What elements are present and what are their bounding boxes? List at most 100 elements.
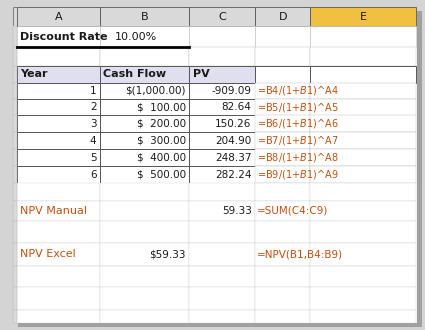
Bar xyxy=(310,132,416,149)
Bar xyxy=(17,310,100,323)
Bar xyxy=(310,82,416,99)
Text: $  100.00: $ 100.00 xyxy=(136,102,186,112)
Bar xyxy=(100,115,189,132)
Bar xyxy=(255,166,310,183)
Bar xyxy=(13,183,17,201)
Text: $  200.00: $ 200.00 xyxy=(136,119,186,129)
Bar xyxy=(17,115,100,132)
Bar xyxy=(17,132,100,149)
Bar xyxy=(255,243,310,266)
Bar xyxy=(13,221,17,243)
Bar xyxy=(255,115,310,132)
Text: Discount Rate: Discount Rate xyxy=(20,32,108,42)
Text: Cash Flow: Cash Flow xyxy=(103,69,167,79)
Bar xyxy=(310,221,416,243)
Bar xyxy=(100,266,189,287)
Bar xyxy=(189,310,255,323)
Bar xyxy=(255,26,310,47)
Text: PV: PV xyxy=(193,69,209,79)
Bar xyxy=(13,82,17,99)
Text: =NPV(B1,B4:B9): =NPV(B1,B4:B9) xyxy=(257,249,343,259)
Bar xyxy=(189,7,255,26)
Bar xyxy=(100,166,189,183)
Text: $  300.00: $ 300.00 xyxy=(136,136,186,146)
Text: =B7/(1+$B$1)^A7: =B7/(1+$B$1)^A7 xyxy=(257,134,339,147)
Bar xyxy=(310,99,416,116)
Bar xyxy=(13,115,17,132)
Bar xyxy=(189,132,255,149)
Bar xyxy=(13,243,17,266)
Bar xyxy=(189,183,255,201)
Bar xyxy=(255,7,310,26)
Bar xyxy=(100,132,189,149)
Bar xyxy=(310,183,416,201)
Bar xyxy=(13,201,17,221)
Bar xyxy=(17,47,100,66)
Bar xyxy=(255,287,310,310)
Text: 150.26: 150.26 xyxy=(215,119,252,129)
Bar xyxy=(17,201,100,221)
Bar xyxy=(189,66,255,82)
Bar xyxy=(255,183,310,201)
Bar xyxy=(310,310,416,323)
Bar xyxy=(17,221,100,243)
Bar xyxy=(17,266,100,287)
Bar xyxy=(189,266,255,287)
Bar xyxy=(310,287,416,310)
Text: D: D xyxy=(278,12,287,22)
Bar xyxy=(17,26,100,47)
Bar xyxy=(310,47,416,66)
Bar xyxy=(255,201,310,221)
Bar xyxy=(310,26,416,47)
Text: =B6/(1+$B$1)^A6: =B6/(1+$B$1)^A6 xyxy=(257,117,339,130)
Text: -909.09: -909.09 xyxy=(212,86,252,96)
Bar xyxy=(189,99,255,116)
Bar xyxy=(310,266,416,287)
Text: 5: 5 xyxy=(90,153,96,163)
Bar xyxy=(189,82,255,99)
Bar xyxy=(13,132,17,149)
Bar xyxy=(189,47,255,66)
Bar xyxy=(189,26,255,47)
Bar xyxy=(189,201,255,221)
Bar xyxy=(13,47,17,66)
Text: 248.37: 248.37 xyxy=(215,153,252,163)
Bar xyxy=(100,47,189,66)
Bar xyxy=(310,7,416,26)
Text: $(1,000.00): $(1,000.00) xyxy=(125,86,186,96)
Text: $  500.00: $ 500.00 xyxy=(136,170,186,180)
Bar xyxy=(13,166,17,183)
Bar xyxy=(17,99,100,116)
Bar xyxy=(100,82,189,99)
Bar xyxy=(13,66,17,82)
Text: 3: 3 xyxy=(90,119,96,129)
Bar xyxy=(255,221,310,243)
Bar xyxy=(100,201,189,221)
Bar xyxy=(189,166,255,183)
Bar xyxy=(255,132,310,149)
Bar xyxy=(189,287,255,310)
Bar xyxy=(17,7,100,26)
Bar xyxy=(13,7,17,26)
Bar xyxy=(17,82,100,99)
Bar xyxy=(100,310,189,323)
Bar xyxy=(17,66,100,82)
Bar xyxy=(100,7,189,26)
Bar xyxy=(100,26,189,47)
Bar xyxy=(13,310,17,323)
Bar xyxy=(13,287,17,310)
Bar xyxy=(13,26,17,47)
Text: 59.33: 59.33 xyxy=(222,206,252,216)
Bar xyxy=(255,266,310,287)
Bar xyxy=(100,221,189,243)
Text: 6: 6 xyxy=(90,170,96,180)
Bar xyxy=(17,166,100,183)
Text: 204.90: 204.90 xyxy=(215,136,252,146)
Text: =B9/(1+$B$1)^A9: =B9/(1+$B$1)^A9 xyxy=(257,168,339,182)
Bar xyxy=(255,66,310,82)
Text: 282.24: 282.24 xyxy=(215,170,252,180)
Bar xyxy=(100,183,189,201)
Bar xyxy=(310,201,416,221)
Bar xyxy=(13,149,17,166)
Bar xyxy=(255,310,310,323)
